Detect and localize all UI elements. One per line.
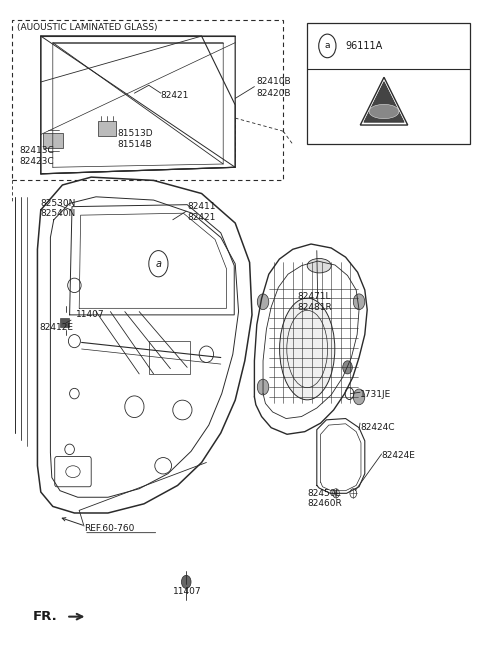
Text: a: a	[156, 258, 161, 269]
Ellipse shape	[307, 258, 331, 273]
Text: 96111A: 96111A	[346, 41, 383, 51]
Circle shape	[257, 379, 269, 395]
Ellipse shape	[369, 104, 399, 119]
Text: 81513D: 81513D	[118, 129, 153, 138]
Text: 82471L: 82471L	[298, 292, 331, 301]
Text: FR.: FR.	[33, 610, 58, 623]
Text: a: a	[324, 41, 330, 51]
Text: (AUOUSTIC LAMINATED GLASS): (AUOUSTIC LAMINATED GLASS)	[17, 23, 157, 32]
Text: 81514B: 81514B	[118, 140, 152, 149]
Text: 82481R: 82481R	[298, 302, 332, 312]
Circle shape	[353, 389, 365, 405]
Bar	[149, 341, 190, 374]
Text: 11407: 11407	[173, 587, 202, 596]
Text: 82424C: 82424C	[360, 423, 395, 432]
Circle shape	[181, 575, 191, 588]
Text: 82460R: 82460R	[307, 499, 342, 508]
Bar	[43, 133, 63, 148]
Text: 82413C: 82413C	[19, 146, 54, 155]
Text: 82411: 82411	[187, 202, 216, 211]
Circle shape	[343, 361, 352, 374]
Text: 82423C: 82423C	[19, 157, 54, 166]
Circle shape	[353, 294, 365, 310]
Text: 11407: 11407	[76, 310, 105, 319]
Text: 82421: 82421	[187, 213, 216, 222]
Text: 82412E: 82412E	[40, 323, 74, 333]
Text: 82421: 82421	[161, 91, 189, 100]
Text: 82450L: 82450L	[307, 489, 341, 498]
Bar	[60, 318, 69, 327]
Text: 82530N: 82530N	[41, 199, 76, 208]
Text: 82410B: 82410B	[257, 77, 291, 87]
Bar	[98, 121, 116, 136]
Polygon shape	[364, 81, 404, 122]
Text: REF.60-760: REF.60-760	[84, 524, 134, 533]
Text: 1731JE: 1731JE	[360, 390, 391, 400]
Text: SECURITY SYSTEM: SECURITY SYSTEM	[371, 133, 397, 137]
Text: 82424E: 82424E	[382, 451, 416, 461]
Circle shape	[257, 294, 269, 310]
Bar	[307, 23, 470, 144]
Bar	[12, 20, 283, 180]
Text: 82420B: 82420B	[257, 89, 291, 98]
Ellipse shape	[279, 298, 335, 400]
Text: 82540N: 82540N	[41, 209, 76, 218]
